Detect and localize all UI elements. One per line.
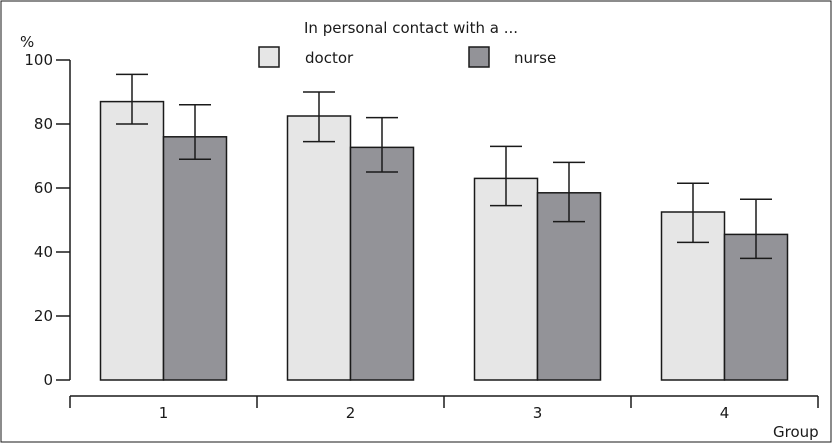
y-tick-label: 0: [43, 371, 53, 389]
legend-label-nurse: nurse: [514, 49, 556, 67]
bar-doctor-group-2: [286, 115, 352, 381]
x-tick-label: 4: [720, 404, 730, 422]
y-tick-label: 40: [34, 243, 53, 261]
error-bars: [116, 73, 772, 260]
legend-swatch-doctor: [258, 46, 280, 68]
y-axis: 0 20 40 60 80 100: [24, 51, 71, 389]
bar-nurse-group-3: [536, 192, 602, 381]
y-tick-label: 20: [34, 307, 53, 325]
y-axis-label: %: [20, 33, 34, 51]
legend-label-doctor: doctor: [305, 49, 354, 67]
x-axis: 1 2 3 4: [69, 395, 819, 422]
x-tick-label: 1: [159, 404, 169, 422]
bar-nurse-group-1: [162, 136, 228, 381]
y-tick-label: 60: [34, 179, 53, 197]
x-tick-label: 3: [533, 404, 543, 422]
chart-title: In personal contact with a ...: [304, 19, 518, 37]
bar-doctor-group-1: [99, 100, 165, 381]
x-axis-label: Group: [773, 423, 819, 441]
chart-legend: doctor nurse: [258, 46, 556, 68]
y-tick-label: 100: [24, 51, 53, 69]
legend-swatch-nurse: [468, 46, 490, 68]
y-tick-label: 80: [34, 115, 53, 133]
bar-nurse-group-2: [349, 146, 415, 381]
x-tick-label: 2: [346, 404, 356, 422]
bar-doctor-group-3: [473, 177, 539, 381]
